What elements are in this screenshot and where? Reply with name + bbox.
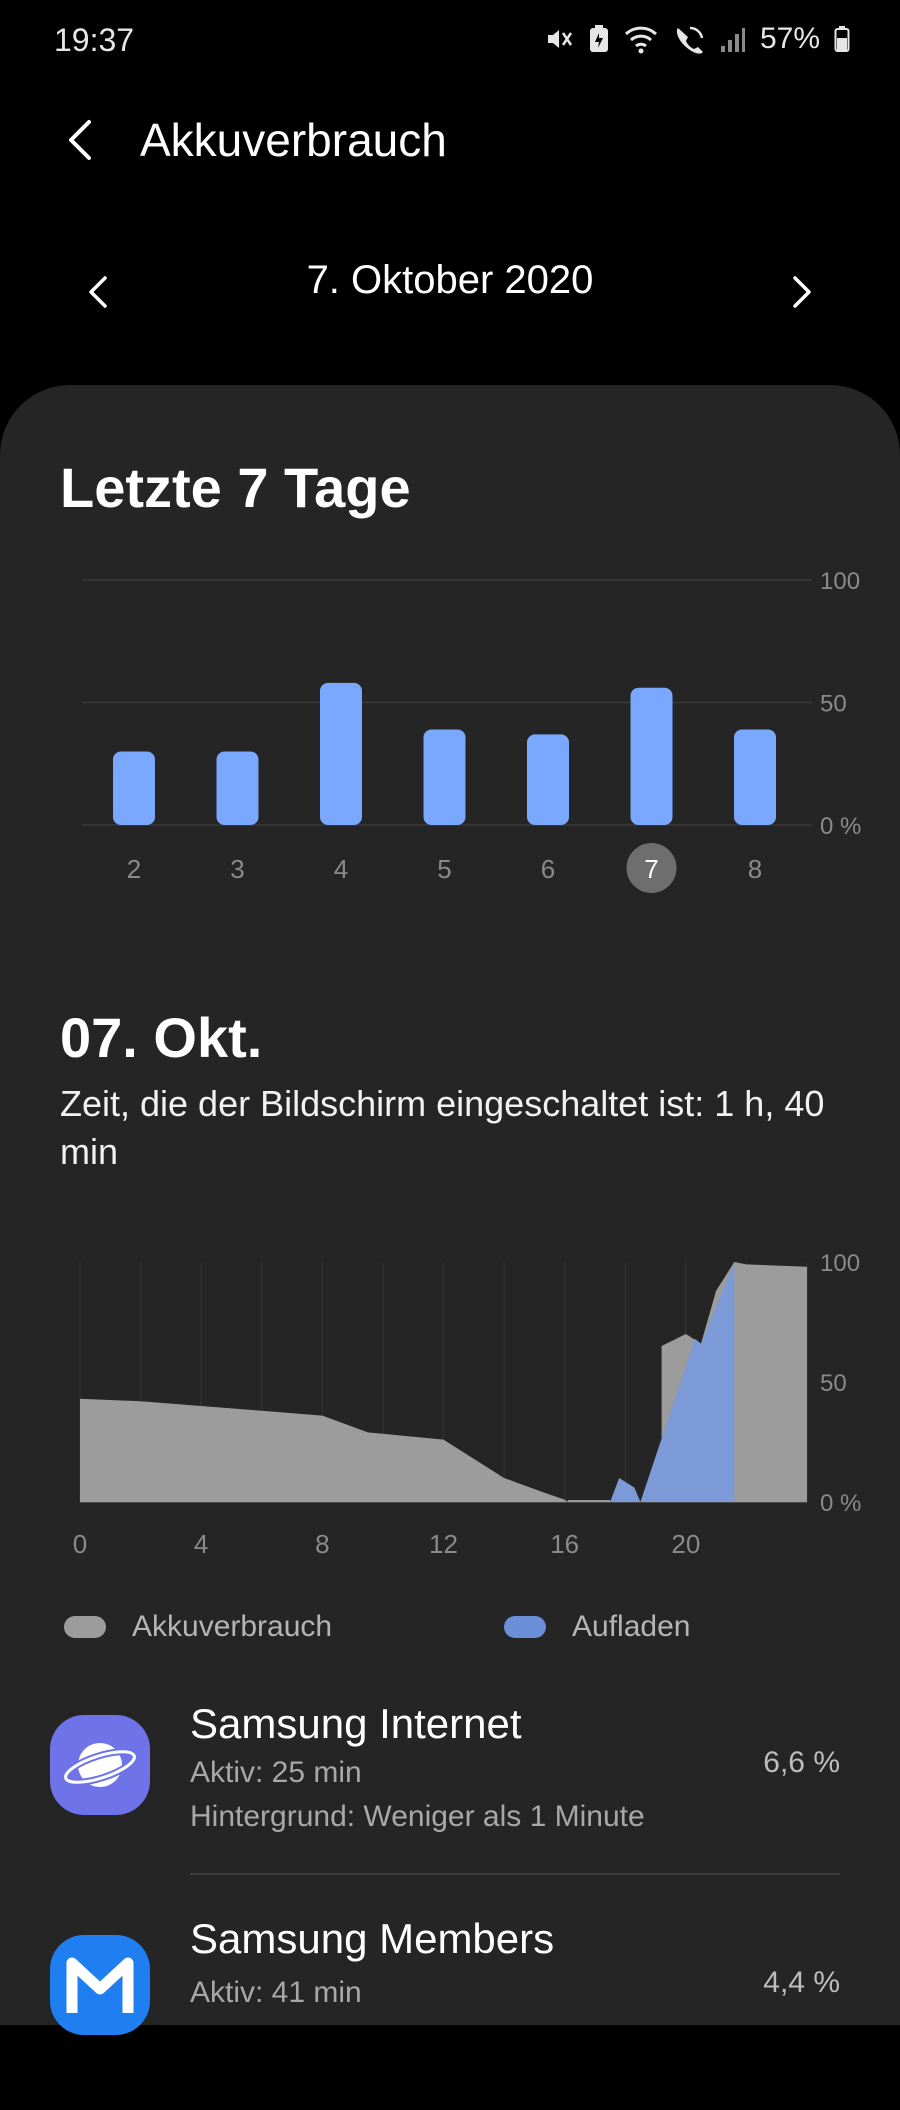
signal-icon <box>720 28 745 52</box>
battery-icon <box>834 26 850 52</box>
area-usage <box>80 1398 568 1502</box>
bar-2[interactable] <box>113 751 155 826</box>
legend-swatch-charging <box>504 1616 546 1638</box>
app-row-samsung-internet[interactable]: Samsung Internet Aktiv: 25 min Hintergru… <box>0 1690 900 1890</box>
battery-saver-icon <box>589 25 608 52</box>
previous-date-button[interactable] <box>70 264 126 320</box>
x-tick-label: 4 <box>194 1529 208 1559</box>
chevron-left-icon <box>89 276 107 308</box>
bar-7[interactable] <box>630 687 673 825</box>
x-tick-label: 20 <box>671 1529 700 1559</box>
x-tick-label[interactable]: 5 <box>437 854 451 884</box>
screen-on-time: Zeit, die der Bildschirm eingeschaltet i… <box>60 1083 825 1172</box>
x-tick-label[interactable]: 6 <box>541 854 555 884</box>
chart-legend: Akkuverbrauch Aufladen <box>60 1610 860 1660</box>
app-name: Samsung Members <box>190 1915 555 1962</box>
y-tick-label: 100 <box>820 568 860 595</box>
app-active-time: Aktiv: 41 min <box>190 1976 362 2009</box>
bar-4[interactable] <box>320 682 362 825</box>
x-tick-label: 12 <box>429 1529 458 1559</box>
status-time: 19:37 <box>54 22 135 58</box>
weekly-usage-bar-chart: 0 % 50 100 2 3 4 5 6 7 8 <box>82 568 861 893</box>
app-usage-percent: 4,4 % <box>763 1966 840 1999</box>
date-label: 7. Oktober 2020 <box>306 258 594 302</box>
legend-label-usage: Akkuverbrauch <box>132 1610 333 1643</box>
legend-swatch-usage <box>64 1616 106 1638</box>
usage-card <box>0 385 900 2025</box>
y-tick-label: 100 <box>820 1250 860 1277</box>
x-tick-label[interactable]: 7 <box>644 854 658 884</box>
x-tick-label: 8 <box>315 1529 329 1559</box>
y-tick-label: 50 <box>820 1370 847 1397</box>
status-icons: 57% <box>544 22 850 56</box>
list-divider <box>190 1873 840 1875</box>
week-section-title: Letzte 7 Tage <box>60 456 411 519</box>
date-navigator: 7. Oktober 2020 <box>0 250 900 320</box>
app-row-samsung-members[interactable]: Samsung Members Aktiv: 41 min 4,4 % <box>0 1910 900 2110</box>
app-header: Akkuverbrauch <box>0 90 900 190</box>
area-charging <box>610 1262 735 1502</box>
next-date-button[interactable] <box>774 264 830 320</box>
samsung-members-m-icon <box>50 1935 150 2035</box>
page-title: Akkuverbrauch <box>140 114 447 166</box>
y-tick-label: 50 <box>820 691 847 718</box>
bar-5[interactable] <box>423 729 466 825</box>
app-active-time: Aktiv: 25 min <box>190 1756 362 1789</box>
x-tick-label: 0 <box>73 1529 87 1559</box>
bar-6[interactable] <box>527 734 569 825</box>
mute-vibrate-icon <box>547 30 572 48</box>
selected-day-badge <box>626 843 677 893</box>
legend-item-charging: Aufladen <box>504 1610 690 1644</box>
wifi-calling-icon <box>676 26 704 54</box>
x-tick-label[interactable]: 2 <box>127 854 141 884</box>
x-tick-label[interactable]: 8 <box>748 854 762 884</box>
x-tick-label[interactable]: 4 <box>334 854 348 884</box>
back-button[interactable] <box>50 110 110 170</box>
y-tick-label: 0 % <box>820 1490 861 1517</box>
chevron-right-icon <box>793 276 811 308</box>
legend-label-charging: Aufladen <box>572 1610 691 1643</box>
bar-8[interactable] <box>734 729 776 825</box>
app-usage-percent: 6,6 % <box>763 1746 840 1779</box>
battery-percent: 57% <box>759 22 820 55</box>
app-background-time: Hintergrund: Weniger als 1 Minute <box>190 1800 645 1833</box>
status-bar: 19:37 57% <box>0 0 900 80</box>
x-tick-label[interactable]: 3 <box>230 854 244 884</box>
wifi-icon <box>624 26 657 54</box>
samsung-internet-planet-icon <box>50 1715 150 1815</box>
app-name: Samsung Internet <box>190 1700 522 1747</box>
back-arrow-icon <box>69 120 91 160</box>
bar-3[interactable] <box>216 751 259 826</box>
legend-item-usage: Akkuverbrauch <box>64 1610 332 1644</box>
day-section-title: 07. Okt. <box>60 1006 263 1069</box>
y-tick-label: 0 % <box>820 813 861 840</box>
x-tick-label: 16 <box>550 1529 579 1559</box>
daily-battery-area-chart: 0 % 50 100 0 4 8 12 16 20 <box>73 1250 862 1559</box>
